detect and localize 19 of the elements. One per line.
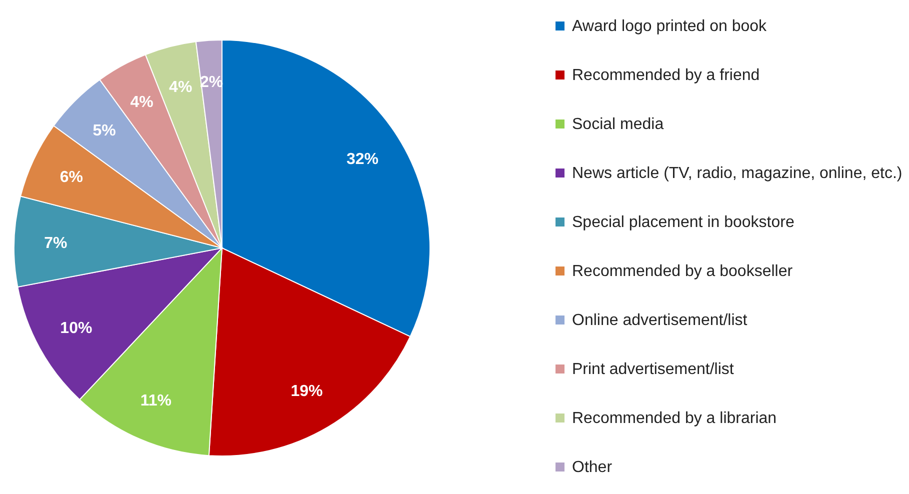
legend-label: Social media xyxy=(572,116,664,133)
data-label: 32% xyxy=(346,150,379,168)
legend-label: Recommended by a librarian xyxy=(572,410,777,427)
data-label: 10% xyxy=(60,320,92,338)
legend-label: Special placement in bookstore xyxy=(572,214,794,231)
legend-label: Recommended by a bookseller xyxy=(572,263,794,280)
legend-label: News article (TV, radio, magazine, online, etc.) xyxy=(572,165,902,182)
legend-label: Print advertisement/list xyxy=(572,361,734,378)
data-label: 6% xyxy=(60,169,83,186)
data-label: 7% xyxy=(44,234,68,252)
legend-label: Other xyxy=(572,459,613,476)
data-label: 5% xyxy=(92,122,116,140)
legend-label: Recommended by a friend xyxy=(572,67,760,84)
data-label: 11% xyxy=(140,392,172,410)
data-label: 4% xyxy=(169,78,192,96)
data-label: 19% xyxy=(290,383,323,400)
legend-label: Award logo printed on book xyxy=(572,18,768,35)
data-label: 4% xyxy=(130,94,154,112)
legend-label: Online advertisement/list xyxy=(572,312,748,329)
